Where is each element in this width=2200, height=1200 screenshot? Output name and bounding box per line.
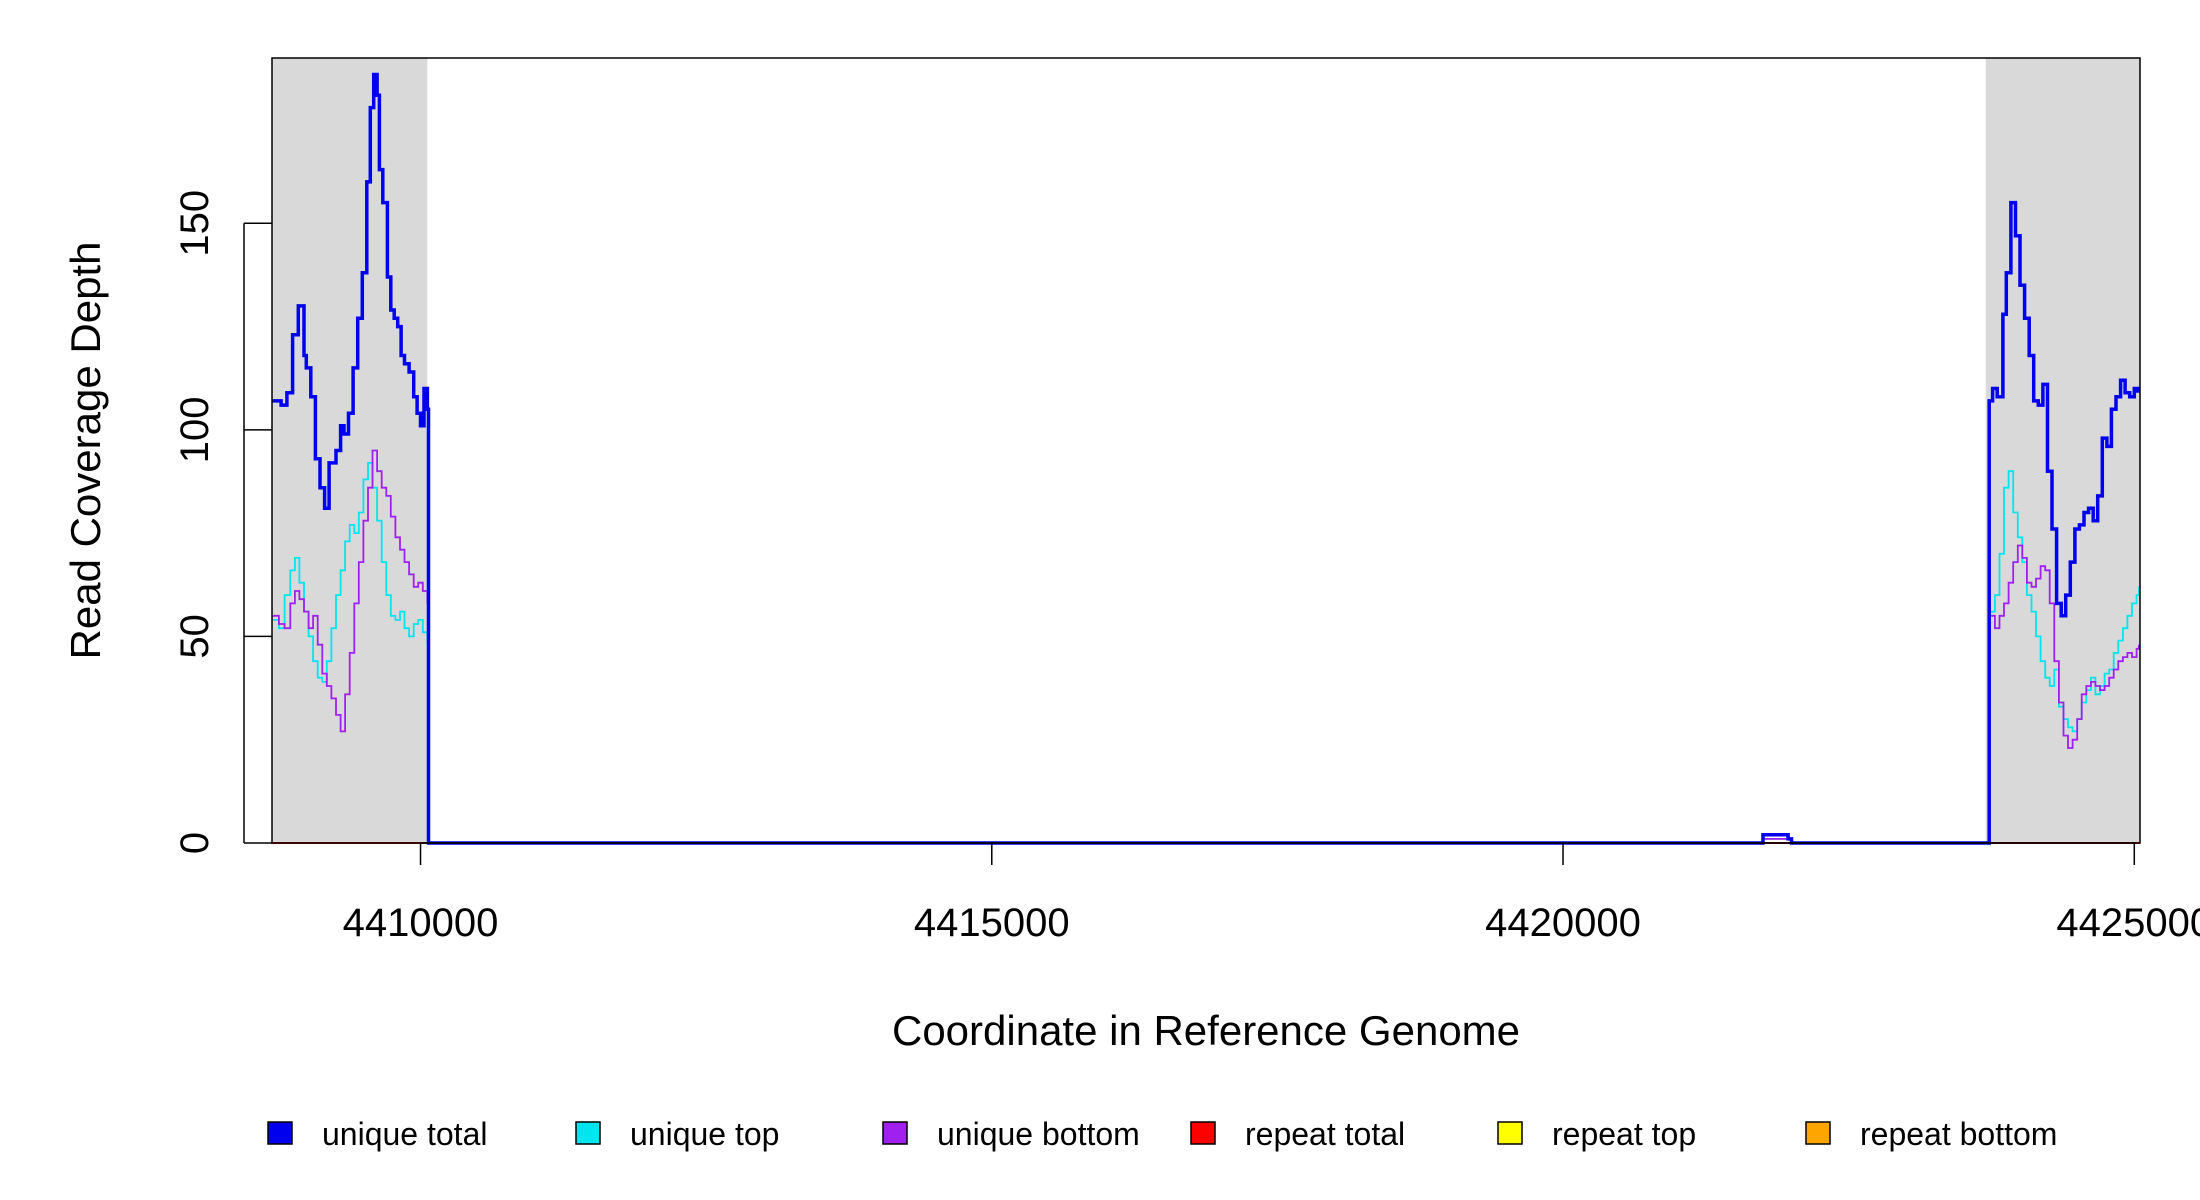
legend: unique total unique top unique bottom repea… <box>267 1116 2057 1152</box>
y-axis: 0 50 100 150 <box>173 190 272 854</box>
legend-swatch <box>1497 1121 1523 1145</box>
series-line-unique-top <box>272 462 2140 844</box>
x-tick-label: 4415000 <box>914 901 1070 945</box>
legend-label: repeat bottom <box>1860 1116 2057 1152</box>
legend-label: repeat total <box>1245 1116 1405 1152</box>
legend-label: unique bottom <box>937 1116 1140 1152</box>
x-tick-label: 4420000 <box>1485 901 1641 945</box>
y-axis-label: Read Coverage Depth <box>62 242 109 660</box>
y-tick-label: 150 <box>173 190 217 257</box>
series-line-unique-total <box>272 72 2140 845</box>
series-line-unique-bottom <box>272 449 2140 844</box>
y-tick-label: 50 <box>173 614 217 659</box>
series-lines <box>272 72 2140 845</box>
x-tick-label: 4425000 <box>2056 901 2200 945</box>
shaded-regions <box>272 58 2140 843</box>
plot-frame <box>271 57 2141 844</box>
legend-label: unique total <box>322 1116 487 1152</box>
legend-swatch <box>1190 1121 1216 1145</box>
x-axis-label: Coordinate in Reference Genome <box>892 1007 1520 1054</box>
legend-swatch <box>267 1121 293 1145</box>
legend-swatch <box>575 1121 601 1145</box>
legend-swatch <box>1805 1121 1831 1145</box>
shaded-region-1 <box>272 58 428 843</box>
y-tick-label: 100 <box>173 396 217 463</box>
x-axis: 4410000 4415000 4420000 4425000 <box>343 842 2200 945</box>
x-tick-label: 4410000 <box>343 901 499 945</box>
legend-label: repeat top <box>1552 1116 1696 1152</box>
y-tick-label: 0 <box>173 832 217 854</box>
legend-label: unique top <box>630 1116 779 1152</box>
legend-swatch <box>882 1121 908 1145</box>
